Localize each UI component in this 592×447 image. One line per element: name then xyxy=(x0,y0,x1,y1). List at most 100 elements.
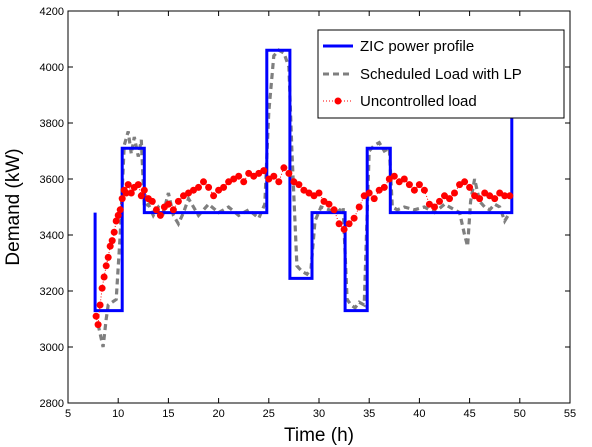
uncontrolled-point xyxy=(436,197,443,205)
uncontrolled-point xyxy=(325,200,333,208)
uncontrolled-point xyxy=(451,189,458,197)
uncontrolled-point xyxy=(104,253,112,261)
uncontrolled-point xyxy=(275,178,283,186)
uncontrolled-point xyxy=(491,195,499,203)
uncontrolled-point xyxy=(210,192,218,200)
uncontrolled-point xyxy=(112,217,120,225)
uncontrolled-point xyxy=(295,181,303,189)
uncontrolled-point xyxy=(156,211,164,219)
x-tick-label: 45 xyxy=(463,408,475,420)
uncontrolled-point xyxy=(98,284,106,292)
uncontrolled-point xyxy=(205,183,213,191)
uncontrolled-point xyxy=(260,167,268,175)
x-tick-label: 30 xyxy=(313,408,325,420)
uncontrolled-point xyxy=(124,181,132,189)
x-tick-label: 20 xyxy=(212,408,224,420)
series-layer xyxy=(92,48,514,348)
uncontrolled-point xyxy=(425,200,433,208)
uncontrolled-point xyxy=(250,172,258,180)
uncontrolled-point xyxy=(235,172,243,180)
y-tick-label: 4200 xyxy=(40,6,64,18)
uncontrolled-point xyxy=(110,228,118,236)
x-tick-label: 50 xyxy=(514,408,526,420)
uncontrolled-point xyxy=(122,189,130,197)
uncontrolled-point xyxy=(415,181,423,189)
legend: ZIC power profile Scheduled Load with LP… xyxy=(317,29,565,119)
uncontrolled-point xyxy=(225,178,233,186)
x-tick-label: 40 xyxy=(413,408,425,420)
uncontrolled-point xyxy=(152,206,160,214)
uncontrolled-point xyxy=(330,206,338,214)
uncontrolled-point xyxy=(280,164,288,172)
legend-label-scheduled: Scheduled Load with LP xyxy=(360,66,522,83)
uncontrolled-point xyxy=(220,183,228,191)
uncontrolled-point xyxy=(365,189,373,197)
uncontrolled-point xyxy=(127,189,135,197)
uncontrolled-point xyxy=(118,195,126,203)
uncontrolled-point xyxy=(466,183,474,191)
uncontrolled-point xyxy=(174,197,182,205)
uncontrolled-point xyxy=(114,211,122,219)
series-line-zic xyxy=(93,48,514,313)
uncontrolled-point xyxy=(446,195,453,203)
uncontrolled-point xyxy=(350,214,358,222)
uncontrolled-point xyxy=(506,192,514,200)
uncontrolled-point xyxy=(94,321,102,329)
uncontrolled-point xyxy=(140,186,148,194)
legend-box xyxy=(317,29,565,119)
x-tick-label: 10 xyxy=(112,408,124,420)
uncontrolled-point xyxy=(375,186,383,194)
uncontrolled-point xyxy=(390,172,398,180)
uncontrolled-point xyxy=(285,169,293,177)
uncontrolled-point xyxy=(400,175,408,183)
uncontrolled-point xyxy=(345,220,353,228)
uncontrolled-point xyxy=(148,197,156,205)
legend-marker-uncontrolled xyxy=(334,97,342,105)
uncontrolled-point xyxy=(431,203,438,211)
y-tick-label: 2800 xyxy=(40,398,64,410)
uncontrolled-point xyxy=(102,262,110,270)
uncontrolled-point xyxy=(335,220,343,228)
x-tick-label: 55 xyxy=(564,408,576,420)
uncontrolled-point xyxy=(420,186,428,194)
uncontrolled-point xyxy=(410,186,418,194)
legend-label-zic: ZIC power profile xyxy=(360,38,474,55)
uncontrolled-point xyxy=(116,206,124,214)
uncontrolled-point xyxy=(370,195,378,203)
uncontrolled-point xyxy=(164,200,172,208)
uncontrolled-point xyxy=(92,312,100,320)
x-tick-label: 15 xyxy=(162,408,174,420)
y-tick-label: 3000 xyxy=(40,342,64,354)
uncontrolled-point xyxy=(476,195,484,203)
x-axis-ticks: 5 10 15 20 25 30 35 40 45 50 55 xyxy=(65,11,576,420)
y-axis-ticks: 2800 3000 3200 3400 3600 3800 4000 4200 xyxy=(40,6,570,410)
x-axis-label: Time (h) xyxy=(284,425,354,446)
uncontrolled-point xyxy=(137,192,145,200)
uncontrolled-point xyxy=(380,183,388,191)
uncontrolled-point xyxy=(195,183,202,191)
uncontrolled-point xyxy=(340,225,348,233)
uncontrolled-point xyxy=(405,181,413,189)
y-tick-label: 3800 xyxy=(40,118,64,130)
uncontrolled-point xyxy=(461,178,469,186)
uncontrolled-point xyxy=(501,192,509,200)
x-tick-label: 35 xyxy=(363,408,375,420)
x-tick-label: 5 xyxy=(65,408,71,420)
uncontrolled-point xyxy=(106,242,114,250)
y-tick-label: 3400 xyxy=(40,230,64,242)
uncontrolled-point xyxy=(240,178,248,186)
uncontrolled-point xyxy=(96,301,104,309)
y-axis-label: Demand (kW) xyxy=(3,148,24,265)
legend-label-uncontrolled: Uncontrolled load xyxy=(360,93,477,110)
uncontrolled-point xyxy=(200,178,207,186)
uncontrolled-point xyxy=(355,203,363,211)
y-tick-label: 4000 xyxy=(40,62,64,74)
uncontrolled-point xyxy=(169,206,177,214)
y-tick-label: 3200 xyxy=(40,286,64,298)
uncontrolled-point xyxy=(270,172,278,180)
uncontrolled-point xyxy=(134,181,142,189)
y-tick-label: 3600 xyxy=(40,174,64,186)
uncontrolled-point xyxy=(108,237,116,245)
uncontrolled-point xyxy=(300,186,308,194)
